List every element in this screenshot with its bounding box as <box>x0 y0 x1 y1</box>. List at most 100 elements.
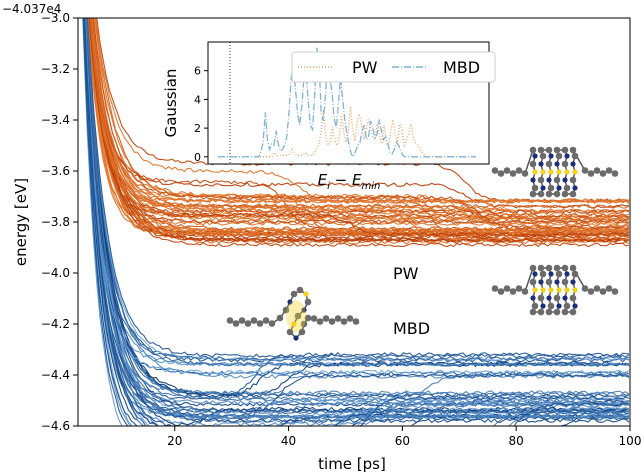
folded-atom <box>303 291 309 297</box>
trajectory-line-mbd <box>84 18 630 426</box>
helix-atom <box>537 176 545 184</box>
helix-atom <box>571 270 579 278</box>
y-tick-label: −4.6 <box>41 419 70 433</box>
helix-atom <box>563 184 571 192</box>
main-axis-ticks: 20 40 60 80 100−4.6−4.4−4.2−4.0−3.8−3.6−3.4−… <box>41 11 642 448</box>
trajectory-line-mbd <box>85 18 629 397</box>
helix-atom <box>572 169 578 175</box>
inset-line-pw <box>218 106 476 158</box>
helix-atom <box>554 161 560 167</box>
trajectory-line-mbd <box>85 18 630 424</box>
helix-atom <box>554 279 560 285</box>
folded-atom <box>276 314 284 322</box>
y-tick-label: −3.0 <box>41 11 70 25</box>
helix-atom <box>581 167 589 174</box>
helix-atom <box>548 153 554 159</box>
offset-text: −4.037e4 <box>2 2 61 16</box>
helix-atom <box>564 271 570 277</box>
helix-atom <box>548 287 554 293</box>
helix-atom <box>593 285 601 292</box>
trajectory-line-pw <box>88 18 630 237</box>
y-axis-label: energy [eV] <box>12 178 30 266</box>
helix-atom <box>540 303 546 309</box>
helix-atom <box>555 152 563 160</box>
trajectory-line-mbd <box>83 18 629 426</box>
helix-atom <box>545 308 553 316</box>
folded-atom <box>282 306 290 314</box>
helix-atom <box>587 170 595 177</box>
helix-atom <box>491 167 499 174</box>
folded-atom <box>286 328 294 336</box>
helix-atom <box>553 308 561 316</box>
trajectory-line-mbd <box>82 18 629 426</box>
folded-atom <box>287 299 293 305</box>
inset-y-tick-label: 2 <box>194 122 201 135</box>
helix-atom <box>599 288 607 295</box>
trajectory-line-pw <box>91 18 630 209</box>
helix-atom <box>545 160 553 168</box>
y-tick-label: −3.8 <box>41 215 70 229</box>
helix-atom <box>538 161 544 167</box>
trajectory-line-pw <box>91 18 630 242</box>
helix-atom <box>521 288 529 295</box>
helix-atom <box>539 152 547 160</box>
helix-atom <box>529 190 537 198</box>
helix-atom <box>509 288 517 295</box>
helix-atom <box>569 294 577 302</box>
helix-atom <box>561 160 569 168</box>
trajectory-line-pw <box>89 18 630 225</box>
trajectory-line-mbd <box>85 18 630 421</box>
helix-atom <box>553 190 561 198</box>
x-tick-label: 60 <box>395 434 410 448</box>
inset-y-axis-label: Gaussian <box>162 69 180 138</box>
folded-atom <box>298 328 306 336</box>
helix-atom <box>561 308 569 316</box>
inset-y-tick-label: 4 <box>194 93 201 106</box>
y-tick-label: −4.4 <box>41 368 70 382</box>
helix-atom <box>530 295 536 301</box>
helix-atom <box>530 177 536 183</box>
helix-atom <box>529 308 537 316</box>
helix-atom <box>497 170 505 177</box>
helix-atom <box>548 169 554 175</box>
inset-y-tick-label: 0 <box>194 151 201 164</box>
folded-atom <box>301 307 307 313</box>
helix-atom <box>572 287 578 293</box>
x-axis-label: time [ps] <box>318 455 386 472</box>
helix-atom <box>532 271 538 277</box>
helix-atom <box>529 278 537 286</box>
trajectory-line-mbd <box>85 18 630 426</box>
folded-atom <box>328 318 336 325</box>
y-tick-label: −3.4 <box>41 113 70 127</box>
folded-atom <box>304 314 312 322</box>
folded-atom <box>238 317 246 324</box>
helix-molecule-mbd-icon <box>491 264 619 316</box>
folded-atom <box>300 320 308 328</box>
helix-atom <box>546 177 552 183</box>
trajectory-line-mbd <box>84 18 630 418</box>
helix-atom <box>503 285 511 292</box>
helix-atom <box>555 270 563 278</box>
helix-atom <box>529 146 537 154</box>
helix-atom <box>564 287 570 293</box>
trajectory-line-pw <box>89 18 630 218</box>
folded-atom <box>268 320 276 327</box>
helix-atom <box>556 169 562 175</box>
helix-atom <box>561 146 569 154</box>
helix-atom <box>491 285 499 292</box>
helix-atom <box>548 271 554 277</box>
helix-atom <box>537 308 545 316</box>
helix-atom <box>537 190 545 198</box>
trajectory-lines <box>82 18 630 426</box>
trajectory-line-mbd <box>82 18 630 426</box>
folded-atom <box>232 320 240 327</box>
y-tick-label: −3.2 <box>41 62 70 76</box>
trajectory-line-mbd <box>83 18 630 400</box>
helix-atom <box>509 170 517 177</box>
helix-atom <box>545 278 553 286</box>
helix-atom <box>599 170 607 177</box>
x-tick-label: 20 <box>167 434 182 448</box>
helix-atom <box>547 184 555 192</box>
helix-atom <box>553 146 561 154</box>
folded-atom <box>322 315 330 322</box>
